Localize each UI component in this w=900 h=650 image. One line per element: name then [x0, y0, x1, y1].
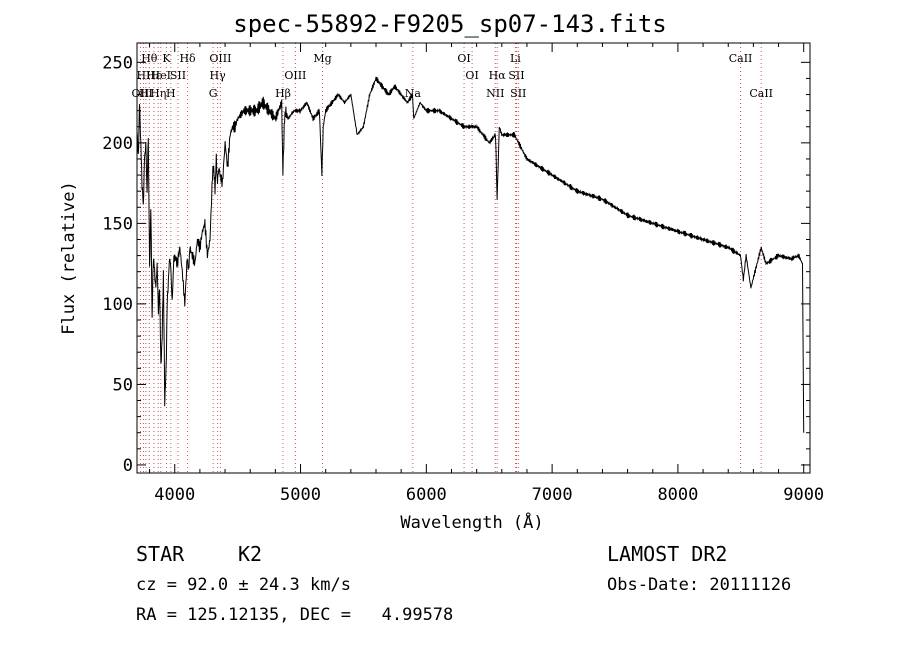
spectral-line-label: Hθ [141, 52, 158, 65]
spectral-line-label: G [209, 87, 218, 100]
spectral-line-label: CaII [729, 52, 753, 65]
x-tick-label: 4000 [154, 485, 195, 505]
y-tick-label: 250 [102, 53, 133, 73]
spectral-subclass: K2 [238, 542, 263, 566]
observation-date: Obs-Date: 20111126 [607, 575, 792, 595]
x-tick-label: 6000 [406, 485, 447, 505]
spectral-line-label: HI [139, 87, 153, 100]
spectral-line-label: SII [508, 69, 524, 82]
spectral-line-label: Hε [146, 69, 162, 82]
coordinates: RA = 125.12135, DEC = 4.99578 [136, 605, 454, 625]
y-tick-label: 200 [102, 134, 133, 154]
spectral-line-label: SII [510, 87, 526, 100]
spectral-line-label: OI [457, 52, 470, 65]
spectral-line-label: CaII [749, 87, 773, 100]
x-tick-label: 7000 [532, 485, 573, 505]
spectral-line-label: H [166, 87, 176, 100]
spectral-line-label: Li [510, 52, 521, 65]
spectral-line-label: K [162, 52, 171, 65]
x-axis-label: Wavelength (Å) [400, 511, 543, 533]
spectral-line-label: Hγ [210, 69, 227, 82]
line-marker-layer: OIIHIHIHθHεHηHeIKHSIIHδGHγOIIIHβOIIIMgNa… [132, 43, 773, 473]
spectral-line-label: Hη [150, 87, 166, 100]
spectral-line-label: OIII [209, 52, 231, 65]
y-tick-label: 50 [113, 375, 133, 395]
x-tick-label: 5000 [280, 485, 321, 505]
spectral-line-label: NII [486, 87, 504, 100]
spectral-line-label: Na [405, 87, 422, 100]
y-tick-label: 0 [123, 456, 133, 476]
y-axis-label: Flux (relative) [59, 181, 79, 335]
spectral-line-label: Hβ [275, 87, 291, 100]
y-tick-label: 100 [102, 295, 133, 315]
spectral-line-label: SII [170, 69, 186, 82]
chart-title: spec-55892-F9205_sp07-143.fits [233, 10, 667, 38]
x-tick-label: 8000 [657, 485, 698, 505]
spectral-line-label: OII [132, 87, 150, 100]
redshift-value: cz = 92.0 ± 24.3 km/s [136, 575, 351, 595]
y-tick-label: 150 [102, 214, 133, 234]
survey-name: LAMOST DR2 [607, 542, 728, 566]
spectrum-series-line [136, 76, 805, 433]
x-tick-label: 9000 [783, 485, 824, 505]
spectral-line-label: Hδ [179, 52, 196, 65]
spectral-line-label: Hα [489, 69, 507, 82]
plot-frame [136, 42, 811, 474]
spectral-line-label: Mg [313, 52, 331, 65]
spectral-line-label: HeI [151, 69, 171, 82]
axis-tick-layer: 4000 5000 6000 7000 8000 9000 0 50 100 150 200 250 [102, 43, 824, 505]
object-class: STAR [136, 542, 185, 566]
spectral-line-label: OIII [284, 69, 306, 82]
spectral-line-label: OI [465, 69, 478, 82]
